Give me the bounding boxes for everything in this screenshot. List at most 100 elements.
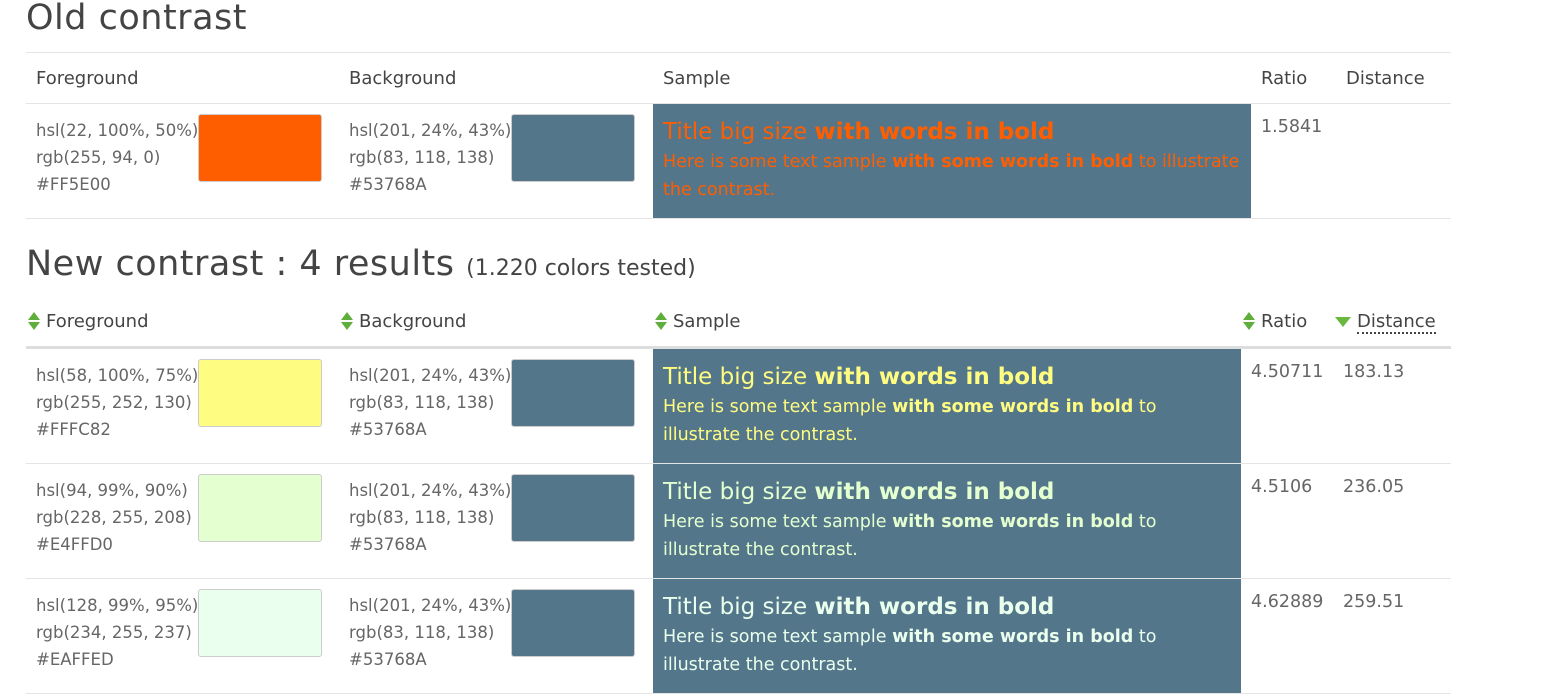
old-header-background: Background (349, 67, 457, 89)
distance-value: 259.51 (1343, 592, 1405, 612)
sort-header-sample[interactable]: Sample (653, 296, 1241, 348)
foreground-hex: #FF5E00 (36, 175, 111, 194)
foreground-hex: #E4FFD0 (36, 535, 113, 554)
sample-text: Here is some text sample with some words… (663, 623, 1231, 679)
foreground-values: hsl(94, 99%, 90%) rgb(228, 255, 208) #E4… (36, 477, 192, 558)
sample-text-plain: Here is some text sample (663, 152, 893, 172)
sample-title-bold: with words in bold (814, 594, 1055, 620)
old-contrast-table: Foreground Background Sample Ratio Dista… (26, 52, 1451, 219)
sample-text: Here is some text sample with some words… (663, 508, 1231, 564)
foreground-values: hsl(128, 99%, 95%) rgb(234, 255, 237) #E… (36, 592, 198, 673)
table-row: hsl(58, 100%, 75%) rgb(255, 252, 130) #F… (26, 347, 1451, 464)
sample-text-end: to illustrate the contrast. (663, 152, 1240, 200)
header-label[interactable]: Ratio (1261, 310, 1308, 332)
foreground-rgb: rgb(255, 94, 0) (36, 148, 161, 167)
header-label[interactable]: Foreground (46, 310, 149, 332)
ratio-value: 1.5841 (1261, 117, 1323, 137)
foreground-rgb: rgb(255, 252, 130) (36, 393, 192, 412)
old-contrast-title: Old contrast (26, 0, 247, 38)
foreground-swatch (198, 474, 322, 542)
background-values: hsl(201, 24%, 43%) rgb(83, 118, 138) #53… (349, 117, 511, 198)
old-header-ratio: Ratio (1261, 67, 1308, 89)
new-contrast-table: Foreground Background Sample Ratio Dista… (26, 296, 1451, 694)
foreground-values: hsl(58, 100%, 75%) rgb(255, 252, 130) #F… (36, 362, 198, 443)
sample-title-bold: with words in bold (814, 479, 1055, 505)
foreground-cell: hsl(58, 100%, 75%) rgb(255, 252, 130) #F… (26, 348, 339, 464)
foreground-hex: #EAFFED (36, 650, 114, 669)
table-row: hsl(22, 100%, 50%) rgb(255, 94, 0) #FF5E… (26, 103, 1451, 219)
background-rgb: rgb(83, 118, 138) (349, 393, 495, 412)
sample-title: Title big size with words in bold (663, 361, 1231, 393)
foreground-hsl: hsl(128, 99%, 95%) (36, 596, 199, 615)
colors-tested-count: (1.220 colors tested) (466, 256, 696, 281)
background-hsl: hsl(201, 24%, 43%) (349, 366, 512, 385)
background-swatch (511, 589, 635, 657)
background-rgb: rgb(83, 118, 138) (349, 623, 495, 642)
old-header-foreground: Foreground (36, 67, 139, 89)
sample-text: Here is some text sample with some words… (663, 393, 1231, 449)
background-values: hsl(201, 24%, 43%) rgb(83, 118, 138) #53… (349, 477, 511, 558)
background-hex: #53768A (349, 650, 427, 669)
table-row: hsl(128, 99%, 95%) rgb(234, 255, 237) #E… (26, 578, 1451, 694)
foreground-hsl: hsl(22, 100%, 50%) (36, 121, 199, 140)
old-table-header-row: Foreground Background Sample Ratio Dista… (26, 52, 1451, 104)
background-cell: hsl(201, 24%, 43%) rgb(83, 118, 138) #53… (339, 579, 653, 694)
sample-text-end: to illustrate the contrast. (663, 397, 1157, 445)
header-label[interactable]: Background (359, 310, 467, 332)
ratio-value: 4.62889 (1251, 592, 1324, 612)
foreground-cell: hsl(94, 99%, 90%) rgb(228, 255, 208) #E4… (26, 464, 339, 579)
sample-cell: Title big size with words in bold Here i… (653, 578, 1241, 694)
background-cell: hsl(201, 24%, 43%) rgb(83, 118, 138) #53… (339, 348, 653, 464)
sort-header-foreground[interactable]: Foreground (26, 296, 339, 348)
sample-text-bold: with some words in bold (892, 152, 1134, 172)
foreground-hsl: hsl(94, 99%, 90%) (36, 481, 188, 500)
sample-title-plain: Title big size (663, 594, 815, 620)
sort-header-ratio[interactable]: Ratio (1241, 296, 1333, 348)
foreground-values: hsl(22, 100%, 50%) rgb(255, 94, 0) #FF5E… (36, 117, 198, 198)
table-row: hsl(94, 99%, 90%) rgb(228, 255, 208) #E4… (26, 463, 1451, 579)
sample-text-plain: Here is some text sample (663, 512, 893, 532)
distance-value: 183.13 (1343, 362, 1405, 382)
sample-text-bold: with some words in bold (892, 627, 1134, 647)
foreground-cell: hsl(128, 99%, 95%) rgb(234, 255, 237) #E… (26, 579, 339, 694)
sample-title-plain: Title big size (663, 119, 815, 145)
sample-title-bold: with words in bold (814, 119, 1055, 145)
background-cell: hsl(201, 24%, 43%) rgb(83, 118, 138) #53… (339, 104, 653, 219)
sort-icon[interactable] (341, 311, 354, 330)
foreground-rgb: rgb(234, 255, 237) (36, 623, 192, 642)
sample-title-plain: Title big size (663, 479, 815, 505)
sample-text-bold: with some words in bold (892, 397, 1134, 417)
sample-cell: Title big size with words in bold Here i… (653, 103, 1251, 219)
foreground-cell: hsl(22, 100%, 50%) rgb(255, 94, 0) #FF5E… (26, 104, 339, 219)
old-header-sample: Sample (663, 67, 731, 89)
sample-cell: Title big size with words in bold Here i… (653, 463, 1241, 579)
sample-title: Title big size with words in bold (663, 116, 1241, 148)
background-cell: hsl(201, 24%, 43%) rgb(83, 118, 138) #53… (339, 464, 653, 579)
foreground-hsl: hsl(58, 100%, 75%) (36, 366, 199, 385)
sort-icon[interactable] (28, 311, 41, 330)
sort-header-background[interactable]: Background (339, 296, 653, 348)
old-header-distance: Distance (1346, 67, 1425, 89)
background-hex: #53768A (349, 175, 427, 194)
sort-header-distance[interactable]: Distance (1333, 296, 1451, 348)
foreground-swatch (198, 589, 322, 657)
background-hex: #53768A (349, 535, 427, 554)
background-hex: #53768A (349, 420, 427, 439)
background-hsl: hsl(201, 24%, 43%) (349, 481, 512, 500)
sample-title-plain: Title big size (663, 364, 815, 390)
background-values: hsl(201, 24%, 43%) rgb(83, 118, 138) #53… (349, 592, 511, 673)
sort-icon[interactable] (655, 311, 668, 330)
sort-descending-icon[interactable] (1335, 316, 1351, 327)
header-label[interactable]: Sample (673, 310, 741, 332)
background-values: hsl(201, 24%, 43%) rgb(83, 118, 138) #53… (349, 362, 511, 443)
sort-icon[interactable] (1243, 311, 1256, 330)
background-swatch (511, 114, 635, 182)
sample-title-bold: with words in bold (814, 364, 1055, 390)
header-label[interactable]: Distance (1357, 310, 1436, 334)
sample-text-bold: with some words in bold (892, 512, 1134, 532)
sample-text: Here is some text sample with some words… (663, 148, 1241, 204)
background-hsl: hsl(201, 24%, 43%) (349, 596, 512, 615)
foreground-hex: #FFFC82 (36, 420, 111, 439)
new-contrast-heading: New contrast : 4 results (26, 244, 455, 284)
new-table-header-row: Foreground Background Sample Ratio Dista… (26, 296, 1451, 348)
